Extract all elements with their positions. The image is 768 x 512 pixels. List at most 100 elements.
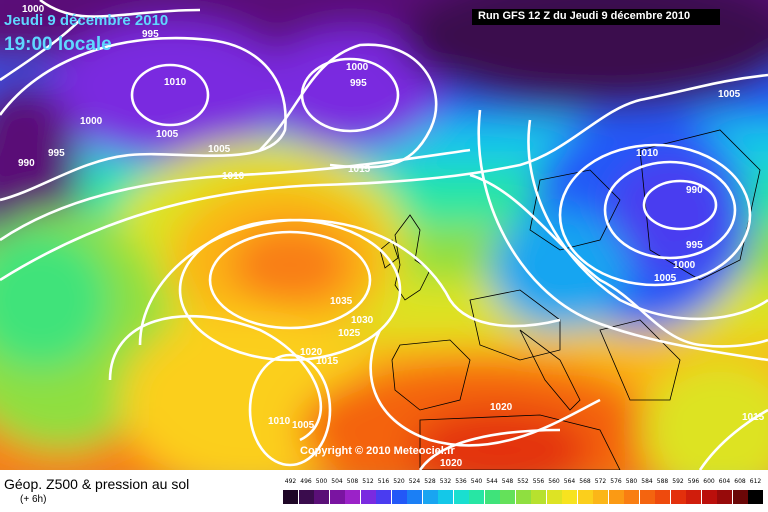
- pressure-label: 1015: [348, 164, 371, 175]
- color-legend: 492 496 500 504 508 512 516 520 524 528 532 536 540 5…: [283, 478, 765, 504]
- pressure-label: 995: [48, 148, 65, 159]
- pressure-label: 1020: [300, 347, 323, 358]
- pressure-label: 1005: [292, 420, 315, 431]
- pressure-label: 1010: [268, 416, 291, 427]
- weather-map: 1000 995 1010 1000 995 1005 1005 990 100…: [0, 0, 768, 470]
- pressure-label: 1010: [164, 77, 187, 88]
- legend-value: 548: [501, 478, 514, 485]
- legend-swatch: [500, 490, 515, 504]
- legend-swatch: [593, 490, 608, 504]
- legend-value: 580: [625, 478, 638, 485]
- pressure-label: 1015: [316, 356, 339, 367]
- legend-swatch: [546, 490, 562, 504]
- pressure-label: 1000: [673, 260, 696, 271]
- pressure-label: 1010: [222, 171, 245, 182]
- footer-bar: Géop. Z500 & pression au sol (+ 6h) 492 4…: [0, 470, 768, 512]
- pressure-label: 1005: [208, 144, 231, 155]
- legend-swatch: [701, 490, 717, 504]
- legend-value: 496: [300, 478, 312, 485]
- run-info-box: Run GFS 12 Z du Jeudi 9 décembre 2010: [472, 9, 720, 25]
- legend-swatch: [686, 490, 701, 504]
- legend-swatch: [298, 490, 314, 504]
- legend-value: 568: [579, 478, 591, 485]
- legend-swatch: [438, 490, 453, 504]
- legend-value: 552: [517, 478, 529, 485]
- coastlines: [379, 129, 761, 470]
- legend-value: 504: [331, 478, 343, 485]
- map-canvas: 1000 995 1010 1000 995 1005 1005 990 100…: [0, 0, 768, 470]
- legend-value: 500: [315, 478, 328, 485]
- legend-swatch: [639, 490, 655, 504]
- legend-swatch: [329, 490, 345, 504]
- legend-swatch: [732, 490, 748, 504]
- legend-value: 540: [470, 478, 483, 485]
- legend-swatch: [717, 490, 732, 504]
- isobars: [0, 0, 768, 470]
- pressure-label: 1005: [156, 129, 179, 140]
- copyright-notice: Copyright © 2010 Meteociel.fr: [300, 445, 455, 457]
- legend-value: 600: [703, 478, 715, 485]
- legend-value: 532: [439, 478, 452, 485]
- legend-value: 528: [424, 478, 436, 485]
- pressure-label: 1005: [654, 273, 677, 284]
- legend-swatch: [422, 490, 438, 504]
- legend-swatch: [531, 490, 546, 504]
- pressure-label: 1015: [742, 412, 765, 423]
- legend-value: 508: [346, 478, 359, 485]
- legend-value: 520: [393, 478, 405, 485]
- pressure-label: 1020: [490, 402, 513, 413]
- legend-swatch: [314, 490, 329, 504]
- map-title: Géop. Z500 & pression au sol: [4, 476, 190, 492]
- legend-value: 592: [672, 478, 684, 485]
- legend-value: 564: [563, 478, 576, 485]
- legend-value: 596: [687, 478, 700, 485]
- legend-value: 604: [718, 478, 731, 485]
- pressure-label: 995: [686, 240, 703, 251]
- legend-swatch: [624, 490, 639, 504]
- legend-swatch: [376, 490, 391, 504]
- forecast-offset: (+ 6h): [20, 494, 47, 505]
- legend-value: 612: [749, 478, 762, 485]
- legend-swatch: [562, 490, 577, 504]
- legend-swatch: [484, 490, 500, 504]
- pressure-label: 1025: [338, 328, 361, 339]
- legend-swatch: [360, 490, 376, 504]
- time-title: 19:00 locale: [4, 34, 112, 55]
- pressure-label: 1000: [22, 4, 45, 15]
- legend-swatch: [748, 490, 763, 504]
- legend-swatch: [608, 490, 624, 504]
- legend-value: 588: [656, 478, 669, 485]
- legend-value: 584: [641, 478, 653, 485]
- pressure-labels: 1000 995 1010 1000 995 1005 1005 990 100…: [18, 4, 765, 469]
- legend-value: 512: [362, 478, 374, 485]
- pressure-label: 1010: [636, 148, 659, 159]
- date-title: Jeudi 9 décembre 2010: [4, 12, 169, 29]
- pressure-label: 1000: [80, 116, 103, 127]
- run-info: Run GFS 12 Z du Jeudi 9 décembre 2010: [478, 10, 691, 22]
- legend-value: 524: [408, 478, 421, 485]
- legend-value: 560: [548, 478, 560, 485]
- legend-swatch: [283, 490, 298, 504]
- legend-swatch: [515, 490, 531, 504]
- pressure-label: 1020: [440, 458, 463, 469]
- legend-swatch: [655, 490, 670, 504]
- legend-swatch: [391, 490, 407, 504]
- legend-value: 516: [377, 478, 390, 485]
- legend-value: 608: [734, 478, 746, 485]
- legend-swatch: [453, 490, 469, 504]
- pressure-label: 1000: [346, 62, 369, 73]
- legend-swatches: [283, 490, 765, 504]
- legend-swatch: [670, 490, 686, 504]
- pressure-label: 995: [350, 78, 367, 89]
- pressure-label: 1035: [330, 296, 353, 307]
- legend-value: 572: [594, 478, 607, 485]
- legend-swatch: [469, 490, 484, 504]
- pressure-label: 990: [686, 185, 703, 196]
- pressure-label: 1005: [718, 89, 741, 100]
- pressure-label: 990: [18, 158, 35, 169]
- legend-swatch: [577, 490, 593, 504]
- legend-value: 576: [610, 478, 622, 485]
- legend-value: 544: [486, 478, 498, 485]
- legend-value: 556: [532, 478, 545, 485]
- pressure-label: 1030: [351, 315, 374, 326]
